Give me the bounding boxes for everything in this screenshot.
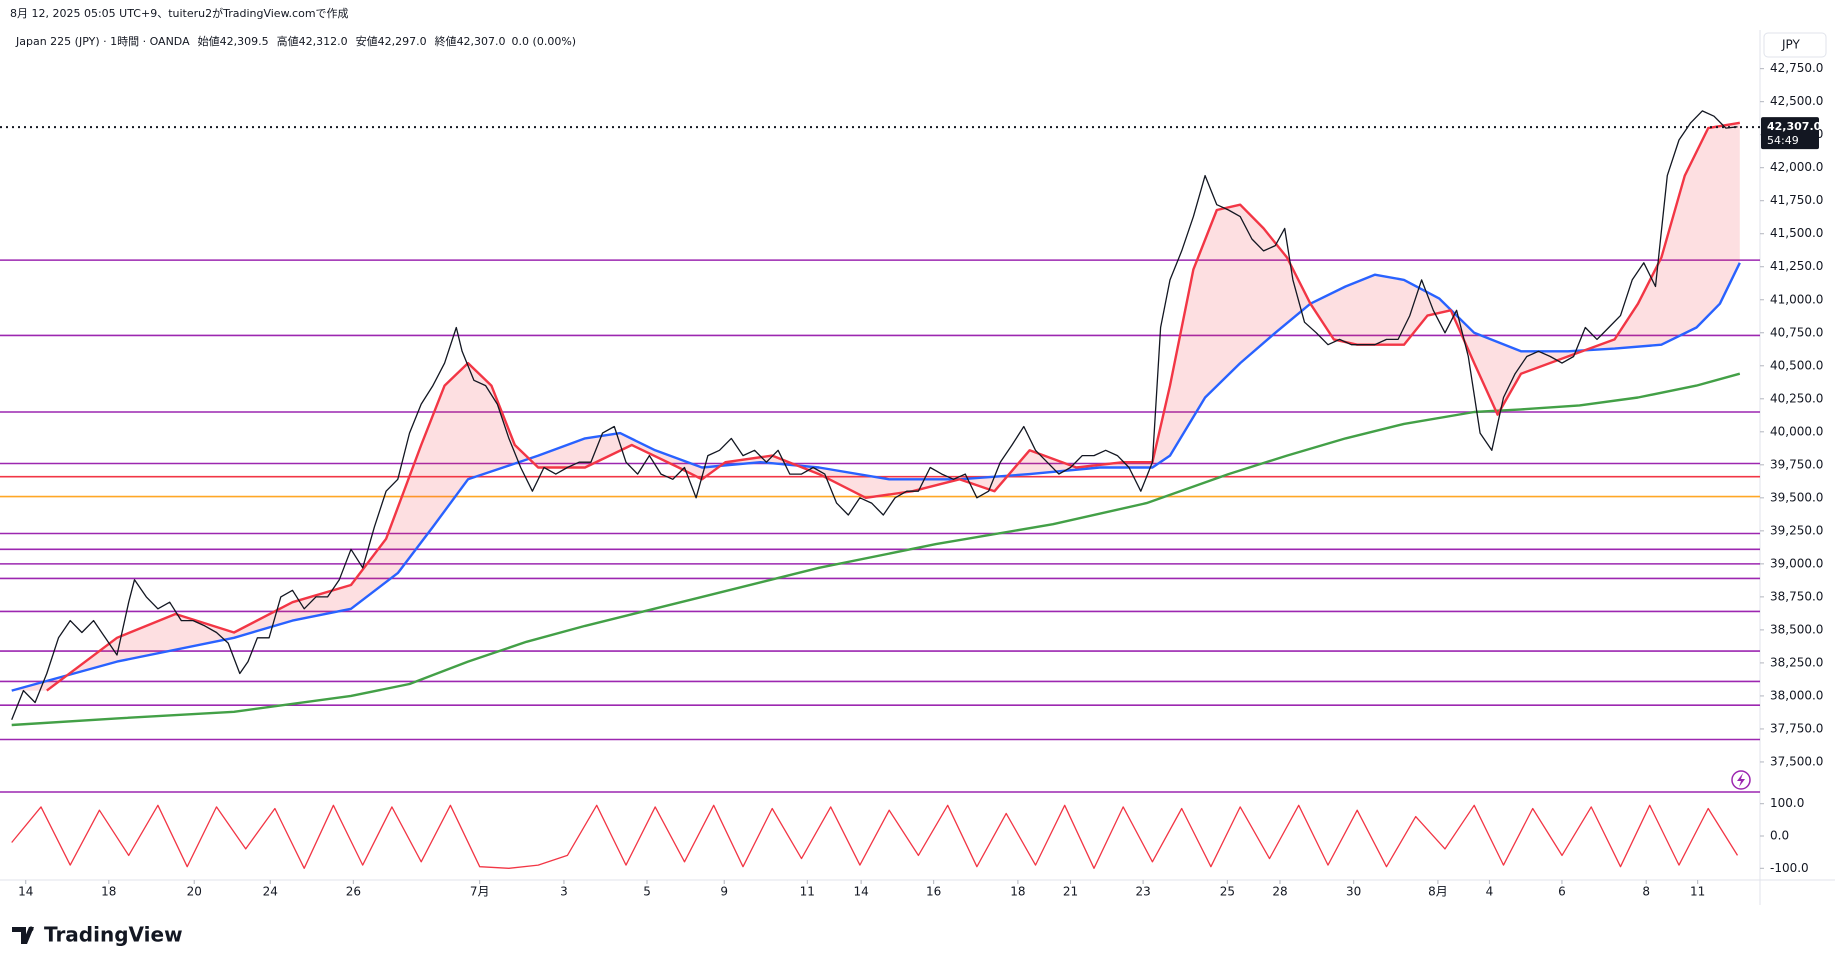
x-tick-label: 26 [346,885,361,899]
logo: TradingView [12,923,183,947]
alert-bolt [1737,773,1745,787]
y-tick-label: 38,500.0 [1770,622,1823,636]
x-tick-label: 25 [1220,885,1235,899]
y-tick-label: 39,000.0 [1770,556,1823,570]
x-tick-label: 20 [187,885,202,899]
y-tick-label: 39,250.0 [1770,523,1823,537]
logo-mark [12,927,34,944]
y-tick-label: 100.0 [1770,796,1804,810]
x-tick-label: 7月 [470,885,490,899]
currency: JPY [1781,38,1801,52]
caption: 8月 12, 2025 05:05 UTC+9、tuiteru2がTrading… [10,6,349,20]
x-tick-label: 18 [101,885,116,899]
y-tick-label: 42,500.0 [1770,94,1823,108]
change: 0.0 (0.00%) [512,35,577,48]
y-tick-label: 40,500.0 [1770,358,1823,372]
x-tick-label: 11 [1690,885,1705,899]
indicator-line [11,804,1739,869]
alert-icon[interactable] [1731,770,1751,790]
price-line [11,110,1738,720]
y-tick-label: 40,000.0 [1770,424,1823,438]
y-tick-label: 41,500.0 [1770,226,1823,240]
x-tick-label: 14 [853,885,868,899]
currency-box[interactable] [1763,32,1827,58]
last-price-label: 42,307.0 [1767,120,1822,133]
x-tick-label: 5 [643,885,651,899]
countdown: 54:49 [1767,134,1799,147]
y-tick-label: 41,750.0 [1770,193,1823,207]
y-tick-label: 42,000.0 [1770,160,1823,174]
x-tick-label: 14 [18,885,33,899]
y-tick-label: 39,500.0 [1770,490,1823,504]
ohlc-label: 安値 [356,35,378,48]
x-tick-label: 24 [263,885,278,899]
y-tick-label: 41,250.0 [1770,259,1823,273]
y-tick-label: 42,750.0 [1770,61,1823,75]
y-tick-label: 37,500.0 [1770,754,1823,768]
y-tick-label: 39,750.0 [1770,457,1823,471]
indicator-line [46,121,1740,692]
y-tick-label: 40,750.0 [1770,325,1823,339]
y-tick-label: 38,250.0 [1770,655,1823,669]
y-tick-label: -100.0 [1770,861,1809,875]
x-tick-label: 23 [1135,885,1150,899]
symbol: Japan 225 (JPY) · 1時間 · OANDA [15,35,190,48]
indicator-line [11,372,1741,727]
last-price-tag [1761,117,1819,150]
y-tick-label: 41,000.0 [1770,292,1823,306]
x-tick-label: 30 [1346,885,1361,899]
ohlc-label: 始値 [198,34,220,48]
y-tick-label: 38,750.0 [1770,589,1823,603]
x-tick-label: 8月 [1428,885,1448,899]
x-tick-label: 3 [560,885,568,899]
ohlc-value: 42,312.0 [299,35,348,48]
y-tick-label: 37,750.0 [1770,721,1823,735]
x-tick-label: 9 [720,885,728,899]
y-tick-label: 0.0 [1770,829,1789,843]
ohlc-label: 終値 [435,35,457,48]
x-tick-label: 11 [800,885,815,899]
ohlc-label: 高値 [277,34,299,48]
logo-text: TradingView [44,923,183,947]
ema-cloud [11,122,1740,691]
x-tick-label: 4 [1486,885,1494,899]
y-tick-label: 38,000.0 [1770,688,1823,702]
y-tick-label: 40,250.0 [1770,391,1823,405]
ohlc-value: 42,309.5 [220,35,269,48]
x-tick-label: 8 [1642,885,1650,899]
symbol-legend: Japan 225 (JPY) · 1時間 · OANDA 始値42,309.5 高… [15,34,576,48]
ohlc-value: 42,297.0 [378,35,427,48]
logo-dot [28,926,34,932]
x-tick-label: 16 [926,885,941,899]
x-tick-label: 18 [1010,885,1025,899]
x-tick-label: 21 [1063,885,1078,899]
x-tick-label: 6 [1558,885,1566,899]
x-tick-label: 28 [1272,885,1287,899]
ohlc-value: 42,307.0 [457,35,506,48]
